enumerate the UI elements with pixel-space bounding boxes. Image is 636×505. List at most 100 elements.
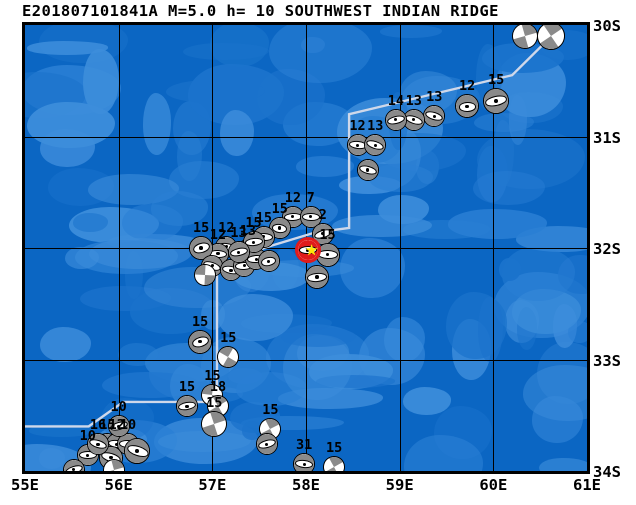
- beachball-quadrant: [111, 457, 124, 470]
- latitude-tick-label: 30S: [593, 17, 621, 35]
- event-depth-label: 13: [230, 225, 247, 242]
- beachball-center-dot: [306, 248, 310, 252]
- beachball-center-dot: [302, 462, 306, 466]
- beachball-quadrant: [513, 36, 529, 51]
- beachball-center-dot: [199, 246, 203, 250]
- beachball-center-dot: [465, 104, 469, 109]
- event-depth-label: 15: [262, 401, 279, 418]
- beachball-quadrant: [325, 466, 339, 471]
- beachball-quadrant: [544, 25, 563, 37]
- beachball-center-dot: [262, 235, 266, 239]
- event-depth-label: 15: [192, 220, 210, 236]
- event-depth-label: 13: [426, 89, 443, 106]
- event-depth-label: 12: [349, 118, 366, 135]
- beachball-center-dot: [291, 215, 295, 219]
- event-depth-label: 15: [319, 226, 336, 243]
- beachball-center-dot: [373, 143, 377, 147]
- beachball-quadrant: [104, 469, 117, 471]
- event-depth-label: 12: [218, 219, 235, 236]
- focal-mechanism-beachball[interactable]: [227, 241, 250, 264]
- beachball-center-dot: [242, 264, 246, 268]
- longitude-tick-label: 60E: [479, 476, 508, 494]
- event-depth-label: 31: [295, 437, 313, 454]
- focal-mechanism-beachball[interactable]: [124, 437, 151, 464]
- longitude-tick-label: 58E: [292, 476, 320, 494]
- beachball-quadrant: [204, 274, 215, 286]
- beachball-center-dot: [86, 453, 90, 457]
- beachball-center-dot: [198, 339, 202, 344]
- beachball-center-dot: [266, 259, 271, 263]
- focal-mechanism-beachball[interactable]: [356, 158, 379, 181]
- beachball-center-dot: [325, 252, 330, 257]
- graticule-parallel: [25, 136, 587, 138]
- event-depth-label: 10: [79, 428, 96, 445]
- focal-mechanism-beachball[interactable]: [255, 433, 278, 456]
- latitude-tick-label: 32S: [593, 240, 621, 258]
- beachball-center-dot: [494, 98, 499, 103]
- event-depth-label: 18: [209, 379, 227, 396]
- beachball-center-dot: [265, 442, 269, 446]
- focal-mechanism-beachball[interactable]: [423, 105, 446, 128]
- latitude-tick-label: 31S: [593, 128, 621, 147]
- event-depth-label: 2: [318, 206, 327, 223]
- focal-mechanism-beachball[interactable]: [455, 94, 480, 119]
- event-depth-label: 10: [119, 417, 137, 434]
- beachball-center-dot: [321, 231, 325, 236]
- longitude-tick-label: 59E: [385, 476, 414, 494]
- beachball-center-dot: [72, 468, 76, 471]
- focal-mechanism-beachball[interactable]: [364, 134, 387, 157]
- event-depth-label: 15: [178, 379, 196, 396]
- event-depth-label: 15: [271, 200, 288, 217]
- focal-mechanism-beachball[interactable]: [176, 395, 199, 418]
- event-depth-label: 13: [367, 118, 384, 135]
- beachball-center-dot: [135, 449, 140, 453]
- focal-mechanism-beachball[interactable]: [193, 263, 217, 287]
- beachball-center-dot: [278, 226, 282, 230]
- latitude-tick-label: 34S: [593, 463, 621, 481]
- event-depth-label: 15: [192, 313, 209, 330]
- focal-mechanism-beachball[interactable]: [257, 250, 280, 273]
- beachball-quadrant: [194, 264, 206, 275]
- focal-mechanism-beachball[interactable]: [483, 87, 510, 114]
- beachball-center-dot: [366, 168, 370, 172]
- beachball-center-dot: [236, 250, 241, 255]
- focal-mechanism-beachball[interactable]: [384, 108, 407, 131]
- event-depth-label: 10: [110, 399, 127, 416]
- beachball-center-dot: [309, 215, 313, 219]
- event-depth-label: 12: [209, 226, 227, 243]
- ridge-track: [25, 27, 553, 428]
- longitude-tick-label: 57E: [198, 476, 227, 494]
- event-depth-label: 13: [239, 223, 257, 240]
- beachball-center-dot: [229, 268, 233, 272]
- main-focal-mechanism[interactable]: [294, 237, 321, 264]
- beachball-center-dot: [251, 240, 256, 244]
- beachball-quadrant: [202, 424, 218, 440]
- beachball-center-dot: [412, 118, 416, 122]
- graticule-parallel: [25, 359, 587, 361]
- beachball-center-dot: [355, 143, 360, 147]
- event-depth-label: 15: [206, 395, 223, 412]
- longitude-tick-label: 55E: [11, 476, 39, 494]
- latitude-tick-label: 33S: [593, 351, 621, 370]
- event-depth-label: 7: [306, 189, 315, 206]
- beachball-quadrant: [521, 25, 537, 37]
- event-depth-label: 15: [325, 439, 343, 456]
- beachball-center-dot: [394, 118, 398, 122]
- map-frame[interactable]: 1215151213131412131272151515151313121215…: [22, 22, 590, 474]
- map-canvas[interactable]: 1215151213131412131272151515151313121215…: [25, 25, 587, 471]
- page-title: E201807101841A M=5.0 h= 10 SOUTHWEST IND…: [22, 2, 499, 20]
- beachball-center-dot: [315, 275, 319, 279]
- beachball-center-dot: [216, 251, 220, 256]
- event-depth-label: 15: [220, 330, 237, 347]
- event-depth-label: 13: [405, 92, 422, 109]
- focal-mechanism-beachball[interactable]: [188, 329, 213, 354]
- focal-mechanism-beachball[interactable]: [305, 264, 330, 289]
- event-depth-label: 14: [387, 92, 405, 109]
- longitude-tick-label: 56E: [104, 476, 133, 494]
- focal-mechanism-beachball[interactable]: [293, 453, 316, 471]
- beachball-center-dot: [432, 114, 436, 118]
- event-depth-label: 12: [458, 78, 476, 95]
- beachball-center-dot: [185, 404, 189, 408]
- longitude-tick-label: 61E: [573, 476, 601, 494]
